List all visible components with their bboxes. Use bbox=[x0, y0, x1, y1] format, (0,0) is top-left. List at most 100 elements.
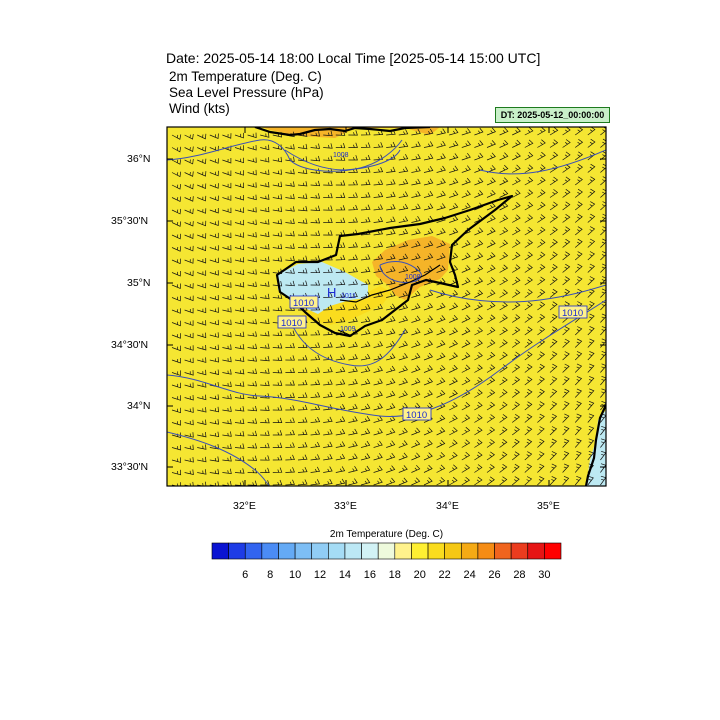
wind-barb bbox=[272, 293, 283, 299]
wind-barb bbox=[335, 130, 346, 136]
wind-barb bbox=[197, 469, 207, 475]
wind-barb bbox=[511, 451, 520, 461]
wind-barb bbox=[285, 392, 295, 398]
wind-barb bbox=[574, 213, 583, 223]
wind-barb bbox=[524, 301, 533, 311]
wind-barb bbox=[197, 419, 207, 425]
isobar-label-box bbox=[402, 407, 432, 421]
wind-barb bbox=[562, 214, 571, 223]
wind-barb bbox=[436, 228, 446, 236]
colorbar-label: 12 bbox=[313, 569, 327, 581]
wind-barb bbox=[524, 463, 533, 473]
wind-barb bbox=[423, 327, 434, 336]
wind-barb bbox=[549, 451, 557, 461]
wind-barb bbox=[360, 316, 371, 323]
wind-barb bbox=[398, 266, 409, 273]
wind-barb bbox=[486, 476, 495, 486]
wind-barb bbox=[574, 338, 583, 348]
wind-barb bbox=[260, 343, 270, 349]
wind-barb bbox=[247, 381, 257, 387]
wind-barb bbox=[524, 476, 533, 486]
wind-barb bbox=[524, 339, 533, 348]
wind-barb bbox=[285, 243, 295, 249]
wind-barb bbox=[297, 243, 308, 249]
wind-barb bbox=[297, 429, 308, 436]
wind-barb bbox=[386, 216, 396, 223]
wind-barb bbox=[234, 219, 245, 226]
wind-barb bbox=[247, 194, 257, 201]
wind-barb bbox=[398, 465, 408, 473]
wind-barb bbox=[360, 304, 371, 311]
wind-barb bbox=[474, 439, 483, 448]
wind-barb bbox=[511, 414, 521, 423]
wind-barb bbox=[562, 326, 570, 336]
wind-barb bbox=[171, 407, 181, 414]
wind-barb bbox=[461, 177, 471, 186]
wind-barb bbox=[486, 177, 496, 186]
wind-barb bbox=[335, 143, 346, 149]
colorbar-swatch bbox=[278, 542, 296, 560]
wind-barb bbox=[310, 454, 321, 461]
wind-barb bbox=[512, 289, 521, 298]
wind-barb bbox=[499, 127, 509, 136]
wind-barb bbox=[423, 290, 434, 298]
wind-barb bbox=[562, 238, 571, 248]
wind-barb bbox=[537, 189, 546, 198]
wind-barb bbox=[234, 194, 244, 201]
isobar-line bbox=[167, 299, 606, 418]
wind-barb bbox=[512, 351, 521, 361]
wind-barb bbox=[600, 251, 606, 261]
wind-barb bbox=[423, 302, 434, 311]
map-frame bbox=[166, 126, 607, 487]
wind-barb bbox=[449, 389, 458, 398]
wind-barb bbox=[423, 352, 433, 361]
wind-barb bbox=[436, 265, 446, 273]
coastlines bbox=[254, 127, 606, 486]
wind-barb bbox=[511, 476, 520, 486]
wind-barb bbox=[486, 214, 496, 223]
wind-barb bbox=[461, 439, 471, 448]
wind-barb bbox=[272, 455, 283, 461]
wind-barb bbox=[486, 202, 496, 211]
wind-barb bbox=[386, 328, 396, 336]
wind-barb bbox=[360, 391, 371, 398]
wind-barb bbox=[386, 440, 396, 448]
wind-barb bbox=[524, 127, 534, 136]
wind-barb bbox=[474, 277, 484, 286]
wind-barb bbox=[499, 401, 508, 411]
wind-barb bbox=[449, 377, 458, 386]
wind-barb bbox=[524, 264, 533, 273]
wind-barbs bbox=[171, 127, 606, 486]
wind-barb bbox=[486, 264, 496, 273]
wind-barb bbox=[234, 306, 245, 313]
wind-barb bbox=[209, 208, 219, 214]
wind-barb bbox=[222, 307, 232, 313]
wind-barb bbox=[360, 254, 371, 261]
wind-barb bbox=[486, 165, 496, 173]
isobar-label: 1010 bbox=[281, 318, 302, 329]
wind-barb bbox=[600, 213, 606, 223]
wind-barb bbox=[562, 164, 571, 173]
wind-barb bbox=[323, 466, 333, 473]
wind-barb bbox=[537, 314, 546, 323]
border-line bbox=[339, 264, 441, 303]
wind-barb bbox=[348, 304, 358, 311]
wind-barb bbox=[436, 377, 446, 386]
wind-barb bbox=[171, 134, 182, 140]
wind-barb bbox=[360, 204, 371, 211]
wind-barb bbox=[474, 464, 483, 473]
wind-barb bbox=[537, 363, 546, 373]
wind-barb bbox=[474, 152, 484, 161]
wind-barb bbox=[184, 295, 194, 302]
wind-barb bbox=[272, 355, 283, 361]
wind-barb bbox=[386, 191, 396, 198]
wind-barb bbox=[423, 203, 434, 211]
wind-barb bbox=[587, 326, 595, 336]
wind-barb bbox=[234, 468, 245, 474]
wind-barb bbox=[449, 327, 458, 336]
isobar-label: 1008 bbox=[333, 152, 349, 159]
wind-barb bbox=[323, 441, 333, 448]
wind-barb bbox=[587, 127, 596, 136]
wind-barb bbox=[562, 263, 571, 273]
wind-barb bbox=[549, 214, 559, 223]
